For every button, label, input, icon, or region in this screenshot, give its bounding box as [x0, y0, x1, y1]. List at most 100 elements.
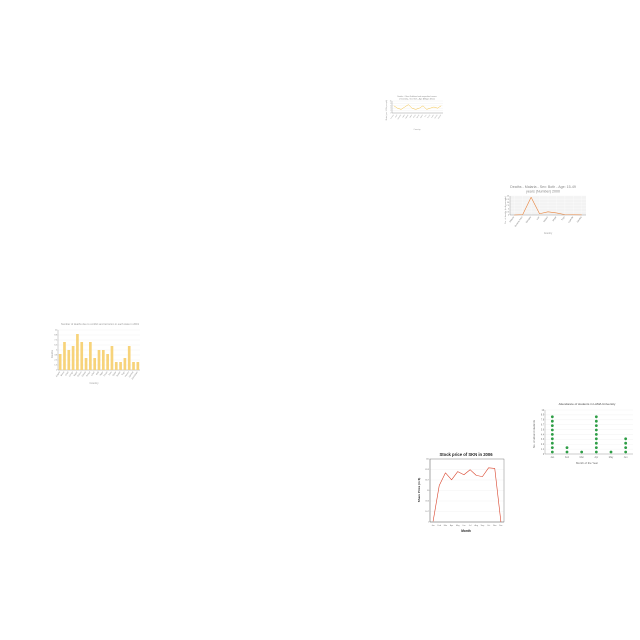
bar — [93, 358, 97, 370]
y-tick-label: 0 — [543, 453, 545, 456]
x-tick-label: Zambia — [129, 371, 135, 378]
x-tick-label: Albania — [509, 215, 516, 223]
y-tick-label: 5 — [508, 208, 510, 210]
y-tick-label: 8 — [390, 103, 391, 105]
x-tick-label: Georgia — [405, 114, 409, 119]
x-tick-label: Gabon — [77, 371, 82, 377]
data-point — [624, 446, 628, 449]
data-point — [594, 433, 598, 436]
x-tick-label: May — [456, 525, 460, 527]
chart-student-attendance: Attendance of students in LAMA Universit… — [532, 402, 633, 465]
y-axis-label: No. of deaths (in thousands) — [504, 196, 507, 224]
y-tick-label: 8.8 — [54, 335, 58, 337]
y-tick-label: 2.5 — [506, 212, 510, 214]
y-axis-label: No. of absent students — [532, 419, 536, 448]
x-tick-label: Chad — [65, 371, 69, 376]
y-tick-label: 16.7 — [425, 511, 430, 513]
bar — [63, 342, 66, 370]
bar — [114, 362, 118, 370]
data-point — [550, 441, 554, 445]
bar — [127, 346, 131, 370]
x-tick-label: Ukraine — [434, 114, 438, 119]
x-tick-label: Apr — [450, 524, 453, 527]
y-tick-label: 2.2 — [541, 443, 545, 446]
x-axis-label: Country — [544, 232, 553, 235]
plot-area: 0 16.7 33.3 50 66.7 83.3 100 Jan Feb Mar Apr May Jun… — [425, 459, 505, 527]
data-point — [594, 424, 598, 427]
y-tick-label: 66.7 — [425, 480, 430, 482]
x-tick-label: Nigeria — [420, 114, 424, 119]
data-point — [609, 450, 613, 454]
x-tick-label: Mar — [444, 525, 448, 527]
y-tick-label: 2.5 — [54, 360, 58, 362]
x-tick-label: Peru — [424, 114, 427, 118]
y-tick-label: 7.5 — [54, 340, 58, 342]
x-tick-label: May — [609, 456, 614, 459]
x-tick-label: Yemen — [125, 371, 130, 377]
x-tick-label: Nov — [493, 525, 497, 527]
chart-title-line2: of mortality - Sex: Both - Age: All Ages… — [399, 98, 435, 101]
x-tick-label: Togo — [561, 216, 566, 222]
chart-stock-price: Stock price of SKN in 2006 0 16.7 33.3 50 66… — [417, 452, 505, 533]
y-tick-label: 7.5 — [506, 205, 510, 207]
x-tick-label: Armenia — [389, 114, 394, 120]
x-tick-label: Benin — [61, 371, 66, 376]
x-tick-label: Nepal — [553, 216, 558, 222]
data-point — [594, 441, 598, 445]
chart-title: Deaths - Malaria - Sex: Both - Age: 15-4… — [510, 185, 576, 189]
y-tick-label: 0 — [390, 112, 391, 114]
x-tick-label: Mar — [580, 456, 584, 459]
data-point — [580, 450, 584, 454]
x-tick-label: Jan — [431, 525, 434, 527]
x-tick-label: Ghana — [82, 371, 88, 378]
x-tick-label: Japan — [409, 114, 413, 118]
x-tick-label: Oct — [487, 524, 491, 527]
x-axis-label: Country — [413, 128, 420, 131]
y-tick-label: 0 — [56, 370, 58, 372]
x-tick-label: Brazil — [395, 114, 399, 118]
bar — [119, 362, 122, 370]
bar — [110, 346, 114, 370]
data-point — [565, 450, 569, 454]
chart-title-line2: years (Number) 2000 — [526, 190, 560, 194]
x-tick-label: Niger — [100, 371, 105, 376]
bar — [80, 342, 84, 370]
x-tick-label: Zimbabwe — [132, 371, 139, 380]
x-tick-label: Mali — [96, 371, 100, 376]
x-tick-label: Sep — [481, 525, 485, 527]
x-tick-label: Uganda — [568, 216, 574, 224]
y-tick-label: 6 — [390, 105, 391, 107]
series-line — [393, 104, 442, 110]
y-tick-label: 4 — [390, 108, 391, 110]
x-tick-label: Kenya — [413, 114, 417, 118]
x-axis-label: Month of the Year — [576, 461, 598, 465]
data-point — [624, 441, 628, 445]
data-point — [550, 433, 554, 436]
data-point — [624, 450, 628, 454]
x-tick-label: Peru — [109, 371, 113, 376]
y-tick-label: 50 — [427, 490, 430, 492]
data-point — [594, 450, 598, 454]
chart-title: Attendance of students in LAMA Universit… — [559, 402, 616, 406]
chart-deaths-ill-defined: Deaths - Other ill-defined and unspecifi… — [385, 95, 443, 131]
data-point — [550, 415, 554, 419]
data-point — [550, 437, 554, 441]
chart-title: Stock price of SKN in 2006 — [439, 452, 493, 457]
y-axis-label: Rate (per 100k people) — [385, 99, 388, 120]
y-tick-label: 0 — [428, 522, 430, 524]
y-tick-label: 10 — [507, 202, 510, 204]
x-tick-label: Dec — [499, 525, 503, 527]
x-tick-label: Sudan — [431, 114, 435, 118]
x-tick-label: Jan — [550, 456, 555, 459]
data-point — [550, 424, 554, 427]
plot-area: 0 1.1 2.2 3.3 4.4 5.66.7 7.8 8.9 10 Jan Feb Mar Apr M… — [541, 409, 633, 459]
y-tick-label: 100 — [426, 459, 430, 461]
x-tick-label: Feb — [438, 525, 442, 527]
data-point — [550, 450, 554, 454]
bar — [132, 362, 135, 370]
y-tick-label: 5.6 — [541, 428, 545, 431]
y-tick-label: 4.4 — [541, 433, 545, 436]
y-tick-label: 3.8 — [54, 355, 58, 357]
x-tick-label: Ethiopia — [525, 215, 532, 224]
x-tick-label: Jun — [624, 456, 629, 459]
